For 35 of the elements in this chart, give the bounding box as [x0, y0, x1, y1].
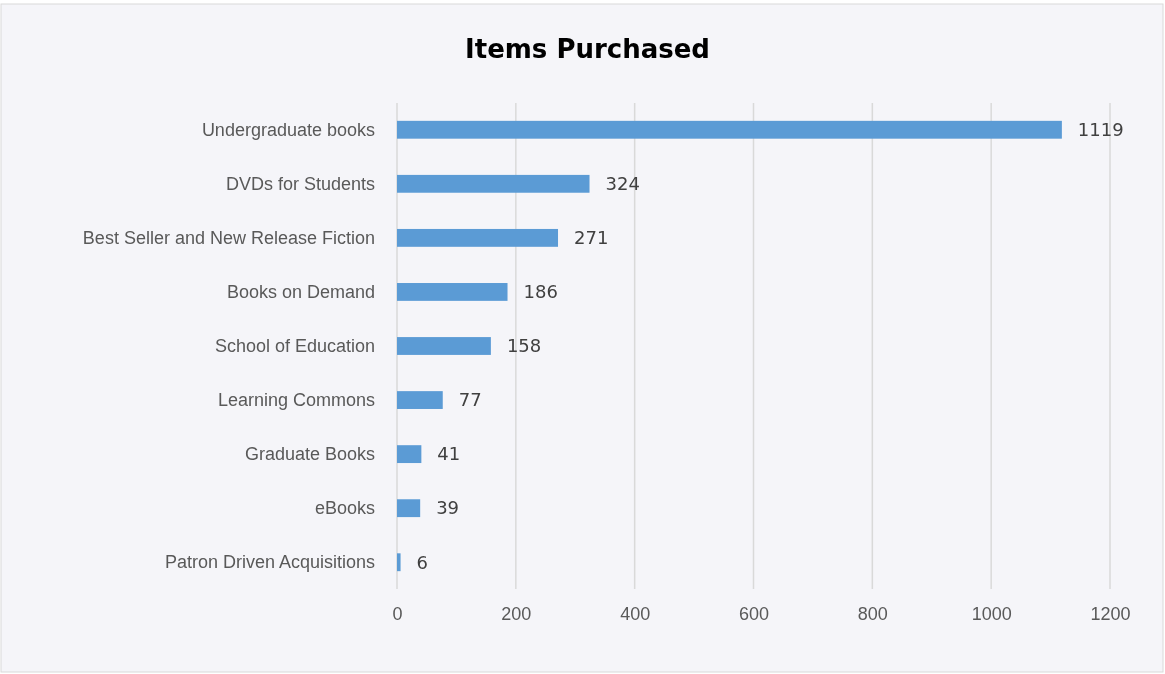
- y-tick-label: Learning Commons: [217, 389, 375, 410]
- y-tick-label: Books on Demand: [226, 281, 375, 302]
- data-label: 324: [605, 173, 640, 195]
- data-label: 186: [523, 281, 558, 303]
- y-tick-label: Patron Driven Acquisitions: [164, 552, 375, 572]
- data-label: 1119: [1077, 119, 1124, 141]
- bar: [397, 120, 1062, 139]
- bar: [397, 445, 422, 464]
- y-tick-label: DVDs for Students: [225, 173, 375, 194]
- data-label: 41: [437, 443, 461, 465]
- x-tick-label: 800: [857, 603, 888, 624]
- data-label: 271: [574, 227, 609, 249]
- data-label: 6: [416, 551, 429, 573]
- bar: [397, 174, 590, 193]
- bar: [397, 391, 443, 409]
- data-label: 77: [458, 389, 482, 411]
- bar: [397, 337, 491, 355]
- chart-title: Items Purchased: [465, 34, 710, 64]
- x-tick-label: 1000: [971, 603, 1012, 624]
- y-tick-label: Undergraduate books: [201, 119, 375, 140]
- bar: [397, 283, 508, 301]
- y-tick-label: eBooks: [314, 497, 375, 518]
- x-tick-label: 400: [620, 603, 651, 624]
- x-tick-label: 600: [738, 603, 770, 624]
- x-tick-label: 1200: [1090, 603, 1131, 624]
- y-tick-label: Best Seller and New Release Fiction: [82, 227, 375, 248]
- data-label: 158: [506, 335, 542, 357]
- bar: [397, 499, 421, 518]
- x-tick-label: 200: [501, 603, 532, 624]
- y-tick-label: School of Education: [214, 335, 375, 356]
- x-tick-label: 0: [392, 603, 403, 624]
- y-tick-label: Graduate Books: [244, 443, 375, 464]
- data-label: 39: [436, 497, 460, 519]
- bar: [397, 228, 559, 247]
- bar: [397, 553, 401, 572]
